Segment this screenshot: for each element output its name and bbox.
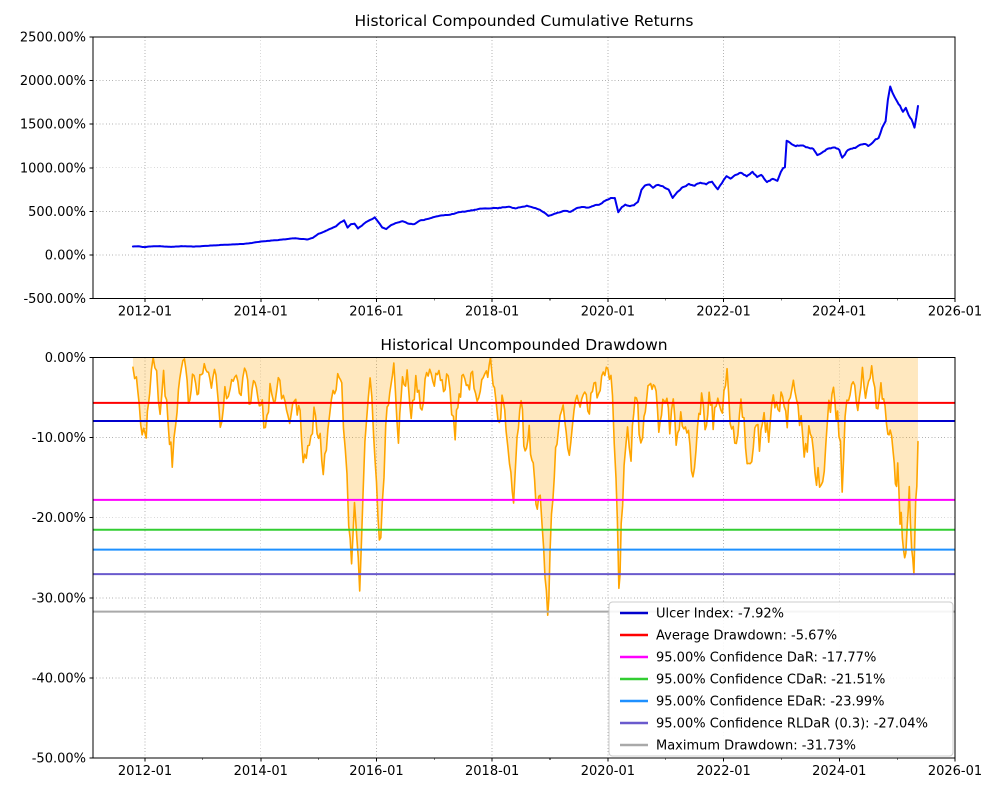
axes-spines: [92, 357, 956, 759]
legend: Ulcer Index: -7.92% Average Drawdown: -5.…: [608, 601, 954, 757]
y-tick-label: 0.00%: [45, 248, 86, 263]
axis-ticks: [89, 36, 956, 302]
uncompounded-drawdown-line: [132, 357, 919, 616]
legend-label-confidence-cdar: 95.00% Confidence CDaR: -21.51%: [656, 673, 885, 688]
legend-item-ulcer-index: Ulcer Index: -7.92%: [620, 607, 784, 622]
y-tick-label: -50.00%: [32, 752, 86, 767]
x-tick-label: 2018-01: [465, 305, 519, 320]
x-tick-label: 2012-01: [118, 305, 172, 320]
grid: [93, 37, 955, 299]
legend-item-confidence-cdar: 95.00% Confidence CDaR: -21.51%: [620, 673, 885, 688]
y-tick-label: 1000.00%: [20, 161, 86, 176]
y-tick-label: 2000.00%: [20, 74, 86, 89]
x-tick-label: 2022-01: [696, 305, 750, 320]
legend-box: [608, 601, 954, 757]
legend-label-confidence-rldar: 95.00% Confidence RLDaR (0.3): -27.04%: [656, 717, 928, 732]
legend-item-confidence-edar: 95.00% Confidence EDaR: -23.99%: [620, 695, 885, 710]
y-tick-label: -10.00%: [32, 431, 86, 446]
x-tick-label: 2024-01: [812, 305, 866, 320]
x-tick-label: 2022-01: [696, 764, 750, 779]
plot-area: [132, 357, 919, 616]
y-tick-label: 1500.00%: [20, 118, 86, 133]
cumulative-returns-line: [131, 85, 919, 249]
x-tick-label: 2024-01: [812, 764, 866, 779]
cumulative-returns-title: Historical Compounded Cumulative Returns: [355, 12, 694, 30]
axis-ticks: [89, 357, 956, 762]
x-tick-label: 2018-01: [465, 764, 519, 779]
legend-item-average-drawdown: Average Drawdown: -5.67%: [620, 629, 837, 644]
plot-area: [131, 85, 919, 249]
x-tick-label: 2016-01: [349, 305, 403, 320]
drawdown-title: Historical Uncompounded Drawdown: [380, 336, 667, 354]
x-tick-label: 2026-01: [928, 305, 982, 320]
legend-label-confidence-dar: 95.00% Confidence DaR: -17.77%: [656, 651, 876, 666]
legend-item-confidence-rldar: 95.00% Confidence RLDaR (0.3): -27.04%: [620, 717, 928, 732]
x-tick-label: 2016-01: [349, 764, 403, 779]
axes-spines: [92, 36, 956, 299]
x-tick-label: 2012-01: [118, 764, 172, 779]
x-tick-label: 2020-01: [581, 305, 635, 320]
x-tick-label: 2014-01: [234, 305, 288, 320]
legend-label-average-drawdown: Average Drawdown: -5.67%: [656, 629, 837, 644]
y-tick-label: 2500.00%: [20, 31, 86, 46]
y-tick-label: -20.00%: [32, 511, 86, 526]
cumulative-returns-chart: Historical Compounded Cumulative Returns…: [20, 12, 982, 320]
y-tick-label: -30.00%: [32, 591, 86, 606]
y-tick-label: -40.00%: [32, 671, 86, 686]
legend-label-ulcer-index: Ulcer Index: -7.92%: [656, 607, 784, 622]
legend-item-confidence-dar: 95.00% Confidence DaR: -17.77%: [620, 651, 876, 666]
y-tick-label: -500.00%: [23, 292, 86, 307]
x-tick-label: 2020-01: [581, 764, 635, 779]
legend-item-maximum-drawdown: Maximum Drawdown: -31.73%: [620, 739, 856, 754]
y-tick-label: 0.00%: [45, 351, 86, 366]
x-tick-label: 2026-01: [928, 764, 982, 779]
x-tick-label: 2014-01: [234, 764, 288, 779]
legend-label-confidence-edar: 95.00% Confidence EDaR: -23.99%: [656, 695, 885, 710]
legend-label-maximum-drawdown: Maximum Drawdown: -31.73%: [656, 739, 856, 754]
y-tick-label: 500.00%: [28, 205, 86, 220]
drawdown-chart: Historical Uncompounded Drawdown 2012-01…: [32, 336, 982, 779]
